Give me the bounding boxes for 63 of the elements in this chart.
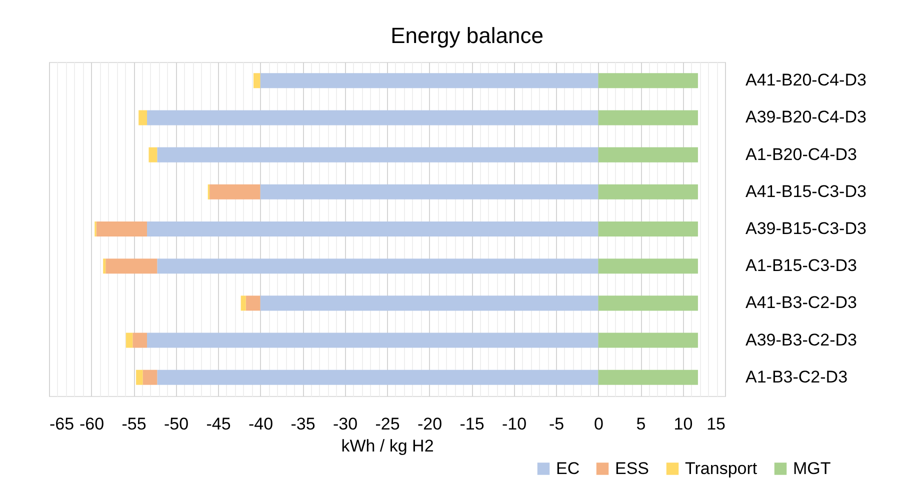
x-tick-label: -30: [332, 414, 358, 434]
x-tick-label: -20: [417, 414, 442, 434]
x-tick-label: -40: [248, 414, 274, 434]
bar: [210, 184, 260, 200]
x-tick-label: -15: [460, 414, 484, 434]
bar: [126, 332, 133, 348]
x-tick-label: -10: [502, 414, 527, 434]
bar: [598, 332, 698, 348]
x-tick-label: 15: [706, 414, 726, 434]
bar: [598, 73, 698, 88]
bar: [598, 370, 698, 385]
bar: [136, 370, 143, 385]
bar: [148, 147, 158, 162]
x-tick-label: 10: [674, 414, 693, 434]
bar: [106, 258, 158, 274]
x-axis-title: kWh / kg H2: [341, 436, 434, 456]
bar: [103, 258, 106, 274]
y-tick-label: A41-B15-C3-D3: [746, 182, 866, 201]
bar: [260, 296, 598, 311]
x-tick-label: -5: [548, 414, 564, 434]
bar: [598, 221, 698, 237]
bar: [598, 110, 698, 126]
x-tick-label: 5: [636, 414, 646, 434]
bar: [157, 370, 598, 385]
y-tick-label: A41-B20-C4-D3: [746, 70, 866, 90]
x-tick-label: -60: [79, 414, 104, 434]
legend-label: Transport: [685, 458, 758, 478]
x-tick-label: -25: [375, 414, 400, 434]
bar: [598, 184, 698, 200]
y-tick-label: A39-B15-C3-D3: [746, 219, 866, 238]
bar: [240, 296, 246, 311]
y-tick-label: A39-B20-C4-D3: [746, 108, 866, 127]
y-tick-label: A1-B15-C3-D3: [746, 256, 857, 276]
x-tick-label: -35: [290, 414, 316, 434]
bar: [260, 184, 598, 200]
y-tick-label: A39-B3-C2-D3: [746, 330, 857, 350]
x-tick-label: -45: [206, 414, 231, 434]
y-tick-label: A41-B3-C2-D3: [746, 293, 857, 312]
x-tick-label: 0: [594, 414, 604, 434]
bar: [147, 221, 598, 237]
bar: [138, 110, 148, 126]
x-tick-label: -50: [164, 414, 189, 434]
bar: [246, 296, 260, 311]
bar: [157, 147, 598, 162]
y-tick-label: A1-B3-C2-D3: [746, 367, 848, 386]
bar: [147, 110, 598, 126]
legend-label: MGT: [793, 458, 831, 478]
legend-label: EC: [556, 458, 580, 478]
bar: [142, 370, 158, 385]
bar: [96, 221, 148, 237]
bar: [132, 332, 148, 348]
bar: [147, 332, 598, 348]
x-tick-label: -55: [122, 414, 146, 434]
bar: [598, 147, 698, 162]
bar: [253, 73, 260, 88]
x-tick-label: -65: [50, 414, 74, 434]
legend-label: ESS: [615, 458, 650, 478]
chart-title: Energy balance: [390, 23, 544, 48]
bar: [598, 296, 698, 311]
bar: [260, 73, 598, 88]
bar: [157, 258, 598, 274]
y-tick-label: A1-B20-C4-D3: [746, 144, 857, 164]
bar: [598, 258, 698, 274]
